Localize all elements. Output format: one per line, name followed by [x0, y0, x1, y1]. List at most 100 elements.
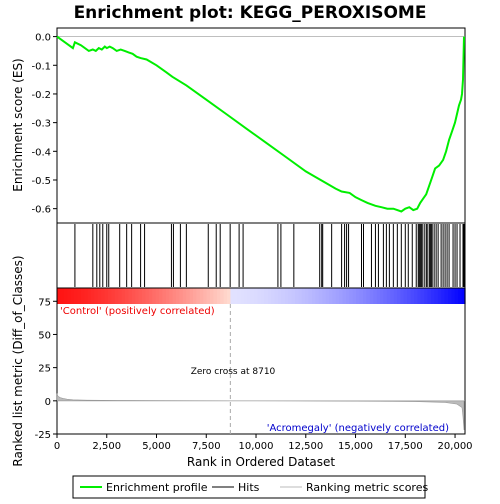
es-y-axis: 0.0 -0.1 -0.2 -0.3 -0.4 -0.5 -0.6 [31, 33, 57, 216]
band-segment [155, 288, 160, 304]
es-y-tick-label: -0.6 [31, 205, 51, 216]
band-segment [104, 288, 109, 304]
band-segment [410, 288, 415, 304]
band-segment [247, 288, 252, 304]
legend-label-metric: Ranking metric scores [306, 481, 428, 494]
band-segment [407, 288, 412, 304]
metric-y-tick-label: 50 [38, 330, 51, 341]
band-segment [87, 288, 92, 304]
band-segment [339, 288, 344, 304]
band-segment [244, 288, 248, 304]
band-segment [288, 288, 293, 304]
band-segment [172, 288, 177, 304]
band-segment [189, 288, 194, 304]
positive-class-label: 'Control' (positively correlated) [60, 306, 215, 317]
es-panel-frame [56, 27, 466, 224]
band-segment [182, 288, 187, 304]
metric-y-tick-label: 0 [45, 397, 51, 408]
band-segment [417, 288, 422, 304]
band-segment [281, 288, 286, 304]
band-segment [312, 288, 316, 304]
band-segment [301, 288, 306, 304]
band-segment [369, 288, 374, 304]
band-segment [80, 288, 85, 304]
metric-y-tick-label: 25 [38, 364, 51, 375]
band-segment [111, 288, 116, 304]
band-segment [131, 288, 136, 304]
band-segment [295, 288, 299, 304]
metric-y-tick-label: -25 [35, 430, 51, 441]
legend-box [72, 475, 426, 499]
band-segment [403, 288, 408, 304]
band-segment [308, 288, 313, 304]
band-segment [376, 288, 381, 304]
band-segment [84, 288, 89, 304]
band-segment [57, 288, 61, 304]
band-segment [74, 288, 78, 304]
band-segment [135, 288, 140, 304]
band-segment [220, 288, 225, 304]
band-segment [325, 288, 330, 304]
x-tick-label: 20,000 [438, 441, 473, 452]
band-segment [142, 288, 146, 304]
band-segment [390, 288, 395, 304]
band-segment [250, 288, 255, 304]
negative-class-label: 'Acromegaly' (negatively correlated) [267, 423, 449, 434]
band-segment [179, 288, 184, 304]
band-segment [193, 288, 197, 304]
band-segment [386, 288, 391, 304]
band-segment [121, 288, 126, 304]
legend: Enrichment profile Hits Ranking metric sco… [80, 481, 428, 494]
band-segment [278, 288, 282, 304]
band-segment [363, 288, 367, 304]
hits-panel-frame [56, 222, 466, 289]
x-axis-label: Rank in Ordered Dataset [187, 455, 335, 469]
band-segment [451, 288, 456, 304]
band-segment [101, 288, 106, 304]
band-segment [318, 288, 323, 304]
es-y-tick-label: -0.2 [31, 90, 51, 101]
band-segment [267, 288, 272, 304]
band-segment [114, 288, 119, 304]
band-segment [352, 288, 357, 304]
metric-y-tick-label: 75 [38, 297, 51, 308]
x-tick-label: 15,000 [338, 441, 373, 452]
band-segment [230, 288, 235, 304]
band-segment [346, 288, 350, 304]
band-segment [400, 288, 405, 304]
metric-y-axis-label: Ranked list metric (Diff_of_Classes) [11, 255, 25, 466]
band-segment [424, 288, 429, 304]
x-tick-label: 12,500 [288, 441, 323, 452]
legend-label-hits: Hits [238, 481, 260, 494]
es-y-axis-label: Enrichment score (ES) [11, 58, 25, 191]
x-axis: 0 2,500 5,000 7,500 10,000 12,500 15,000 17,500… [54, 434, 473, 452]
legend-label-profile: Enrichment profile [106, 481, 208, 494]
es-profile-line [56, 35, 465, 213]
band-segment [458, 288, 463, 304]
band-segment [176, 288, 180, 304]
band-segment [444, 288, 449, 304]
band-segment [383, 288, 388, 304]
es-profile-group [56, 35, 465, 213]
band-segment [274, 288, 279, 304]
band-segment [315, 288, 320, 304]
band-segment [461, 288, 466, 304]
metric-y-axis: 75 50 25 0 -25 [35, 297, 57, 441]
band-segment [125, 288, 129, 304]
band-segment [414, 288, 418, 304]
band-segment [196, 288, 201, 304]
x-tick-label: 10,000 [239, 441, 274, 452]
band-segment [332, 288, 337, 304]
band-segment [356, 288, 361, 304]
x-tick-label: 0 [54, 441, 60, 452]
band-segment [145, 288, 150, 304]
metric-panel-frame [56, 287, 466, 435]
band-segment [203, 288, 208, 304]
band-segment [441, 288, 446, 304]
band-segment [437, 288, 442, 304]
zero-cross-label: Zero cross at 8710 [191, 367, 276, 377]
band-segment [380, 288, 384, 304]
band-segment [305, 288, 310, 304]
band-segment [152, 288, 157, 304]
